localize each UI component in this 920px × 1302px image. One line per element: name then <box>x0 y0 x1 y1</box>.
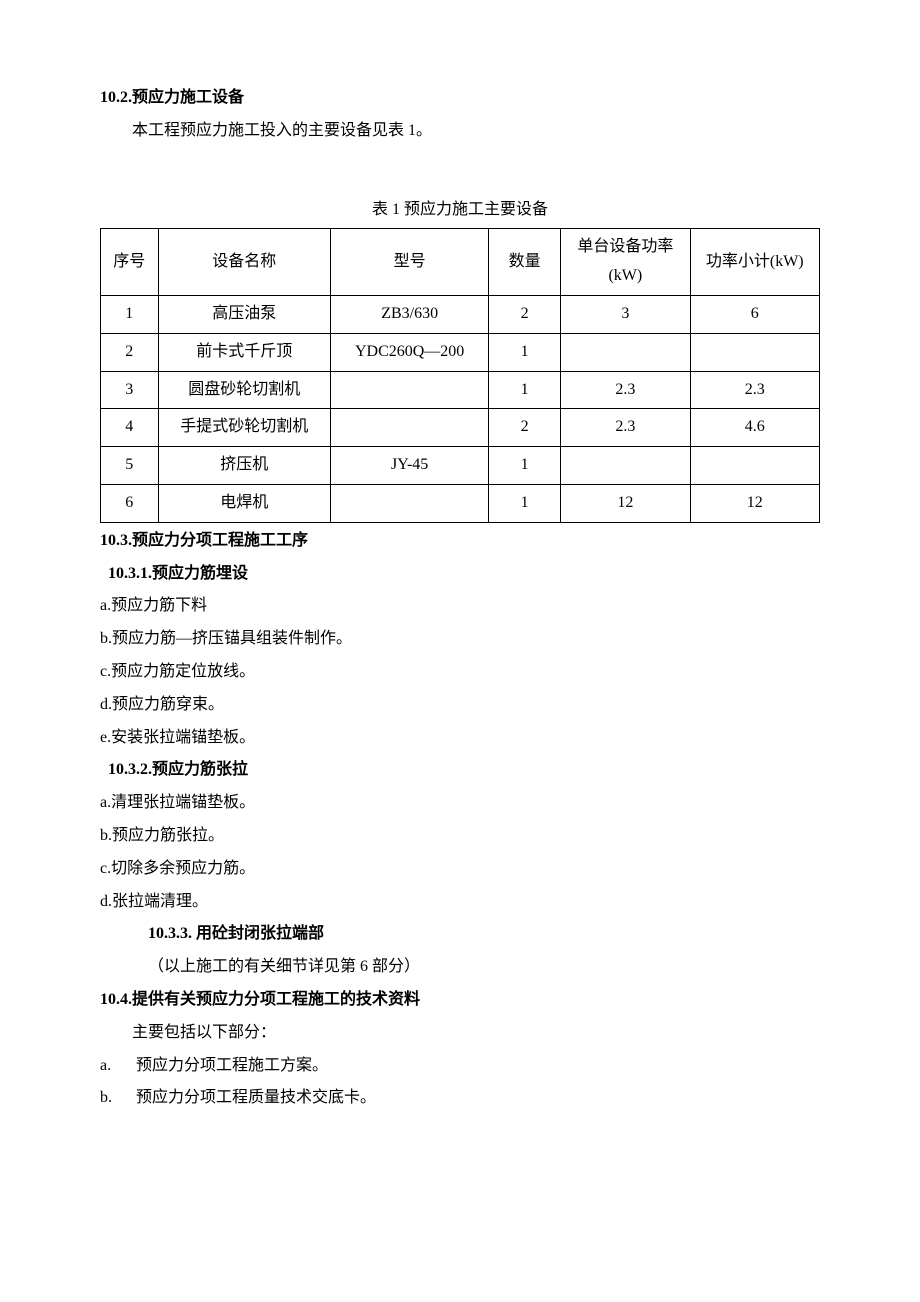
cell-subtotal: 12 <box>690 484 819 522</box>
list-item: a.清理张拉端锚垫板。 <box>100 789 820 818</box>
table-1-caption: 表 1 预应力施工主要设备 <box>100 196 820 225</box>
table-row: 4 手提式砂轮切割机 2 2.3 4.6 <box>101 409 820 447</box>
cell-name: 手提式砂轮切割机 <box>158 409 331 447</box>
col-header-name: 设备名称 <box>158 229 331 296</box>
cell-power: 3 <box>561 295 690 333</box>
cell-subtotal: 4.6 <box>690 409 819 447</box>
col-header-qty: 数量 <box>489 229 561 296</box>
list-item: a.预应力筋下料 <box>100 592 820 621</box>
cell-seq: 2 <box>101 333 159 371</box>
list-text: 预应力分项工程质量技术交底卡。 <box>136 1089 376 1106</box>
col-header-seq: 序号 <box>101 229 159 296</box>
list-item: e.安装张拉端锚垫板。 <box>100 724 820 753</box>
cell-power <box>561 447 690 485</box>
list-item: c.预应力筋定位放线。 <box>100 658 820 687</box>
cell-subtotal <box>690 333 819 371</box>
table-header-row: 序号 设备名称 型号 数量 单台设备功率(kW) 功率小计(kW) <box>101 229 820 296</box>
table-row: 3 圆盘砂轮切割机 1 2.3 2.3 <box>101 371 820 409</box>
cell-seq: 6 <box>101 484 159 522</box>
cell-subtotal: 6 <box>690 295 819 333</box>
cell-name: 电焊机 <box>158 484 331 522</box>
heading-10-3-3: 10.3.3. 用砼封闭张拉端部 <box>100 920 820 949</box>
cell-model: JY-45 <box>331 447 489 485</box>
list-item: d.预应力筋穿束。 <box>100 691 820 720</box>
list-item: d.张拉端清理。 <box>100 888 820 917</box>
cell-power: 12 <box>561 484 690 522</box>
cell-power: 2.3 <box>561 371 690 409</box>
heading-10-4: 10.4.提供有关预应力分项工程施工的技术资料 <box>100 986 820 1015</box>
col-header-model: 型号 <box>331 229 489 296</box>
cell-subtotal: 2.3 <box>690 371 819 409</box>
list-text: 预应力分项工程施工方案。 <box>136 1057 328 1074</box>
col-header-subtotal: 功率小计(kW) <box>690 229 819 296</box>
table-row: 1 高压油泵 ZB3/630 2 3 6 <box>101 295 820 333</box>
list-item: b.预应力筋—挤压锚具组装件制作。 <box>100 625 820 654</box>
cell-model: ZB3/630 <box>331 295 489 333</box>
list-marker: b. <box>100 1084 132 1113</box>
list-item: a. 预应力分项工程施工方案。 <box>100 1052 820 1081</box>
cell-name: 高压油泵 <box>158 295 331 333</box>
cell-seq: 4 <box>101 409 159 447</box>
cell-seq: 1 <box>101 295 159 333</box>
table-row: 6 电焊机 1 12 12 <box>101 484 820 522</box>
cell-qty: 2 <box>489 295 561 333</box>
list-item: b. 预应力分项工程质量技术交底卡。 <box>100 1084 820 1113</box>
table-row: 2 前卡式千斤顶 YDC260Q—200 1 <box>101 333 820 371</box>
cell-qty: 1 <box>489 371 561 409</box>
cell-name: 前卡式千斤顶 <box>158 333 331 371</box>
cell-model: YDC260Q—200 <box>331 333 489 371</box>
cell-name: 圆盘砂轮切割机 <box>158 371 331 409</box>
cell-qty: 2 <box>489 409 561 447</box>
table-1-equipment: 序号 设备名称 型号 数量 单台设备功率(kW) 功率小计(kW) 1 高压油泵… <box>100 228 820 522</box>
list-item: b.预应力筋张拉。 <box>100 822 820 851</box>
cell-seq: 5 <box>101 447 159 485</box>
cell-qty: 1 <box>489 333 561 371</box>
cell-model <box>331 484 489 522</box>
list-item: c.切除多余预应力筋。 <box>100 855 820 884</box>
col-header-power: 单台设备功率(kW) <box>561 229 690 296</box>
cell-qty: 1 <box>489 447 561 485</box>
cell-model <box>331 371 489 409</box>
list-marker: a. <box>100 1052 132 1081</box>
table-row: 5 挤压机 JY-45 1 <box>101 447 820 485</box>
paragraph-10-2-intro: 本工程预应力施工投入的主要设备见表 1。 <box>100 117 820 146</box>
heading-10-3: 10.3.预应力分项工程施工工序 <box>100 527 820 556</box>
paragraph-10-4-intro: 主要包括以下部分： <box>100 1019 820 1048</box>
cell-name: 挤压机 <box>158 447 331 485</box>
paragraph-10-3-3-note: （以上施工的有关细节详见第 6 部分） <box>100 953 820 982</box>
cell-model <box>331 409 489 447</box>
heading-10-3-1: 10.3.1.预应力筋埋设 <box>100 560 820 589</box>
heading-10-3-2: 10.3.2.预应力筋张拉 <box>100 756 820 785</box>
heading-10-2: 10.2.预应力施工设备 <box>100 84 820 113</box>
cell-subtotal <box>690 447 819 485</box>
cell-qty: 1 <box>489 484 561 522</box>
cell-power <box>561 333 690 371</box>
cell-power: 2.3 <box>561 409 690 447</box>
cell-seq: 3 <box>101 371 159 409</box>
